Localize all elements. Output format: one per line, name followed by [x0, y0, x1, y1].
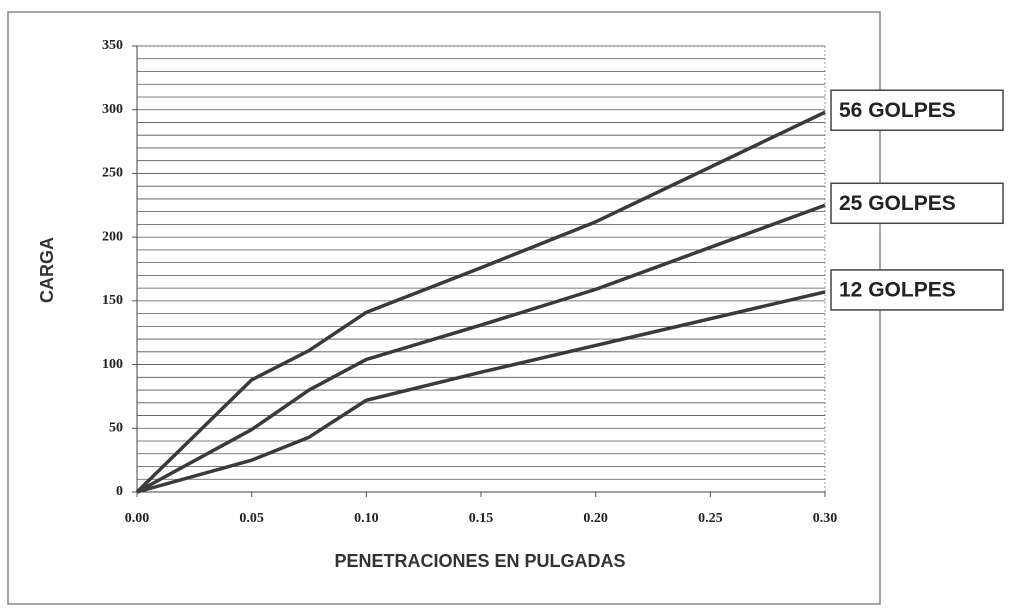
y-tick-label: 300	[102, 102, 123, 117]
y-tick-label: 250	[102, 166, 123, 181]
x-tick-label: 0.10	[354, 511, 379, 526]
y-tick-label: 0	[116, 484, 123, 499]
series-label-box	[830, 269, 1004, 311]
series-label-box	[830, 89, 1004, 132]
y-tick-label: 100	[102, 357, 123, 372]
x-tick-label: 0.25	[698, 511, 723, 526]
y-tick-label: 350	[102, 38, 123, 53]
y-axis-title: CARGA	[37, 237, 57, 303]
series-label-box	[830, 182, 1004, 225]
x-tick-label: 0.20	[583, 511, 608, 526]
y-tick-label: 50	[109, 421, 123, 436]
x-tick-label: 0.30	[813, 511, 838, 526]
x-tick-label: 0.15	[469, 511, 494, 526]
series-label: 25 GOLPES	[839, 192, 956, 215]
x-axis-title: PENETRACIONES EN PULGADAS	[334, 551, 625, 571]
series-line	[136, 203, 826, 494]
series-label: 12 GOLPES	[839, 278, 956, 301]
series-line	[135, 110, 826, 494]
series-line	[136, 290, 826, 494]
x-tick-label: 0.05	[239, 511, 264, 526]
x-tick-label: 0.00	[125, 511, 150, 526]
series-label: 56 GOLPES	[839, 99, 956, 122]
y-tick-label: 200	[102, 229, 123, 244]
y-tick-label: 150	[102, 293, 123, 308]
